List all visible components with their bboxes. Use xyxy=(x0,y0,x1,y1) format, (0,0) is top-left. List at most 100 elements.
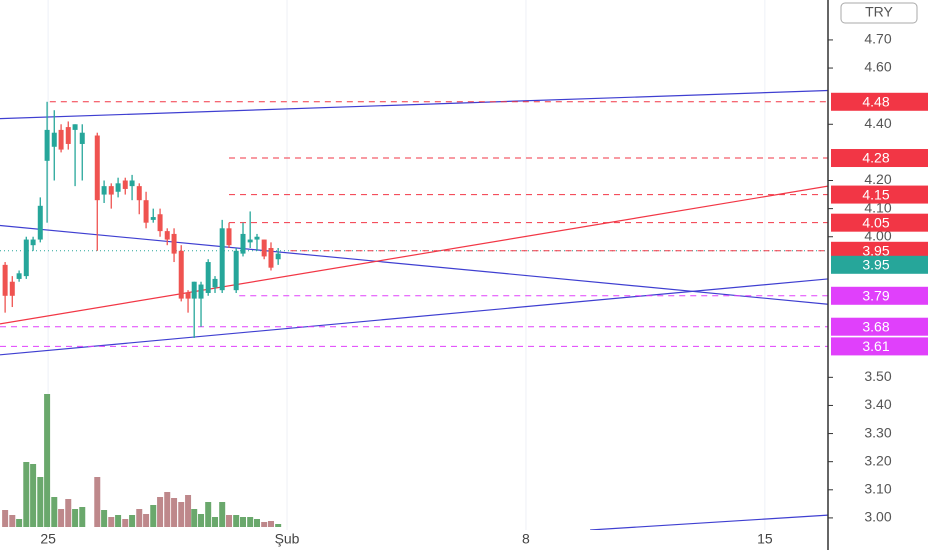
price-label: 3.95 xyxy=(862,243,889,259)
candle-body xyxy=(171,233,177,254)
volume-bar xyxy=(23,462,30,527)
candle-body xyxy=(136,186,142,201)
volume-bar xyxy=(72,509,79,527)
axes: 25 Şub 8 153.003.103.203.303.403.504.004.10… xyxy=(40,31,928,547)
volume-bar xyxy=(164,492,171,527)
candle-body xyxy=(268,247,274,268)
price-label: 3.79 xyxy=(862,287,889,303)
volume-bar xyxy=(51,497,58,527)
volume-bar xyxy=(9,515,16,527)
volume-bar xyxy=(171,498,178,527)
candle-body xyxy=(101,186,107,195)
candle-body xyxy=(247,239,253,243)
volume-bar xyxy=(136,509,143,527)
volume-bar xyxy=(94,477,101,527)
candle-body xyxy=(198,284,204,299)
volume-bar xyxy=(254,519,261,527)
candle-body xyxy=(23,239,29,277)
candle-body xyxy=(275,253,281,260)
trend-line xyxy=(590,514,828,530)
candle-body xyxy=(79,132,85,144)
volume-bar xyxy=(219,502,226,527)
candle-body xyxy=(261,239,267,257)
x-tick-label: 8 xyxy=(522,531,530,547)
volume-bar xyxy=(261,522,268,527)
candle-body xyxy=(185,292,191,299)
volume-bar xyxy=(240,517,247,527)
y-tick-label: 3.50 xyxy=(864,368,891,384)
candle-body xyxy=(254,236,260,240)
volume-bar xyxy=(267,521,274,527)
y-tick-label: 3.30 xyxy=(864,424,891,440)
y-tick-label: 4.60 xyxy=(864,59,891,75)
price-label-box xyxy=(831,241,928,260)
price-label: 4.48 xyxy=(862,93,889,109)
candle-body xyxy=(9,281,15,296)
trend-line xyxy=(0,278,828,356)
y-tick-label: 3.40 xyxy=(864,396,891,412)
candle-body xyxy=(129,180,135,187)
price-label: 4.05 xyxy=(862,214,889,230)
x-tick-label: 15 xyxy=(757,531,773,547)
volume-bar xyxy=(212,517,219,527)
y-tick-label: 4.40 xyxy=(864,115,891,131)
volume-bar xyxy=(191,509,198,527)
volume-bar xyxy=(101,510,108,527)
price-label-box xyxy=(831,255,928,274)
candle-body xyxy=(122,180,128,189)
volume-layer xyxy=(2,394,282,527)
price-label: 3.61 xyxy=(862,338,889,354)
volume-bar xyxy=(115,515,122,527)
price-label-box xyxy=(831,317,928,336)
volume-bar xyxy=(44,394,51,527)
candle-body xyxy=(212,278,218,288)
y-tick-label: 4.70 xyxy=(864,31,891,47)
volume-bar xyxy=(143,514,150,527)
candle-body xyxy=(108,186,114,195)
x-tick-label: Şub xyxy=(275,531,300,547)
candle-body xyxy=(240,233,246,254)
candle-body xyxy=(219,228,225,291)
price-label-box xyxy=(831,213,928,232)
candle-body xyxy=(16,273,22,279)
volume-bar xyxy=(122,519,129,527)
candle-body xyxy=(44,129,50,161)
price-label-box xyxy=(831,92,928,111)
volume-bar xyxy=(205,502,212,527)
volume-bar xyxy=(198,514,205,527)
currency: TRY xyxy=(865,4,893,20)
price-label: 4.15 xyxy=(862,186,889,202)
volume-bar xyxy=(226,515,233,527)
y-tick-label: 3.00 xyxy=(864,509,891,525)
volume-bar xyxy=(150,505,157,527)
volume-bar xyxy=(178,502,185,527)
price-label: 4.28 xyxy=(862,150,889,166)
volume-bar xyxy=(108,517,115,527)
currency-box[interactable] xyxy=(840,2,918,24)
candle-body xyxy=(94,135,100,201)
candle-body xyxy=(164,231,170,240)
y-tick-label: 3.20 xyxy=(864,452,891,468)
volume-bar xyxy=(58,509,65,527)
price-label-box xyxy=(831,286,928,305)
candle-body xyxy=(72,124,78,130)
volume-bar xyxy=(79,507,86,527)
trend-line xyxy=(0,89,828,120)
volume-bar xyxy=(129,515,136,527)
volume-bar xyxy=(16,519,23,527)
y-tick-label: 4.20 xyxy=(864,171,891,187)
candle-body xyxy=(51,132,57,147)
x-tick-label: 25 xyxy=(40,531,56,547)
candle-body xyxy=(191,281,197,299)
volume-bar xyxy=(275,524,282,527)
candle-body xyxy=(226,228,232,246)
candle-body xyxy=(143,200,149,223)
volume-bar xyxy=(37,477,44,527)
candle-body xyxy=(30,239,36,246)
candle-body xyxy=(37,205,43,240)
drawing-layer xyxy=(0,89,828,530)
volume-bar xyxy=(185,495,192,527)
candle-body xyxy=(150,217,156,220)
